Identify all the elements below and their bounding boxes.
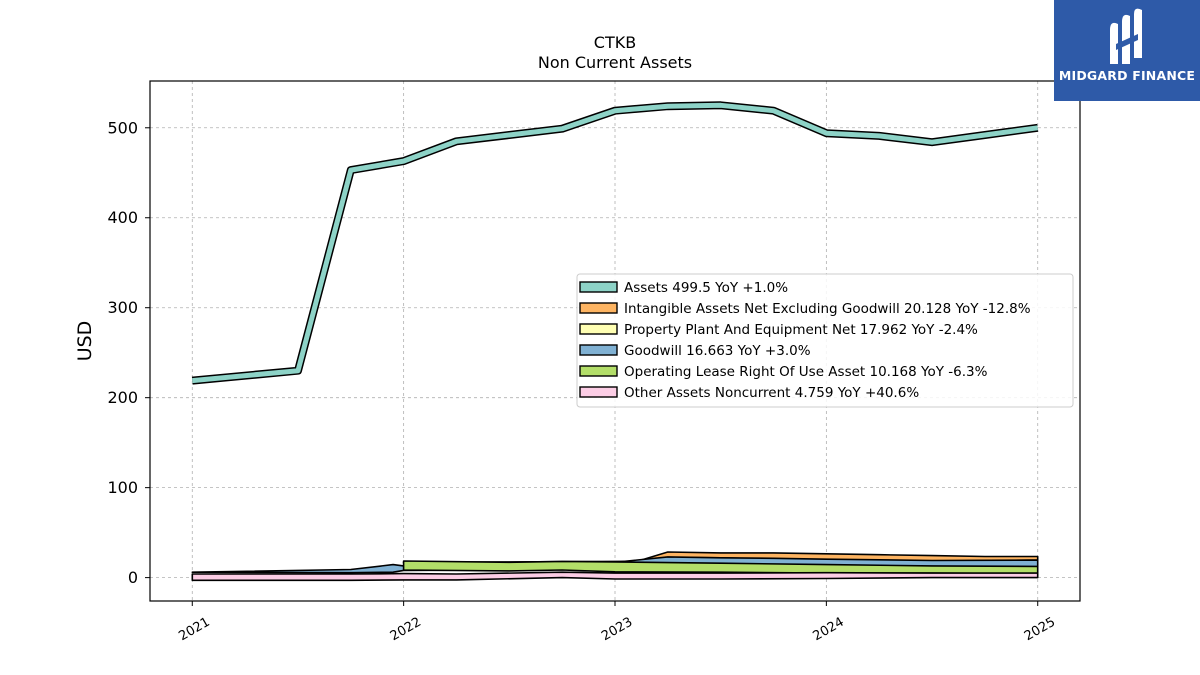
series-line [192,102,1039,384]
x-tick-label: 2025 [1022,615,1058,645]
x-tick-label: 2022 [388,615,424,645]
logo-mark-icon [1110,8,1142,64]
legend-swatch [579,302,618,314]
brand-logo: MIDGARD FINANCE [1054,0,1200,101]
x-tick-label: 2021 [176,615,212,645]
legend-entry: Other Assets Noncurrent 4.759 YoY +40.6% [624,385,919,401]
x-tick-label: 2024 [811,615,847,645]
y-tick-label: 0 [128,568,138,587]
legend-swatch [579,365,618,377]
y-tick-label: 400 [107,208,138,227]
series-band [191,571,1039,582]
legend-entry: Goodwill 16.663 YoY +3.0% [624,343,811,359]
series-layer [191,101,1039,582]
x-tick-label: 2023 [599,615,635,645]
legend-swatch [579,281,618,293]
legend-box [576,273,1074,408]
legend-entry: Property Plant And Equipment Net 17.962 … [624,322,978,338]
y-axis: 0 100 200 300 400 500 [107,118,150,587]
y-axis-label: USD [74,321,96,362]
chart-subtitle: Non Current Assets [538,53,692,72]
legend-swatch [579,323,618,335]
legend-entry: Operating Lease Right Of Use Asset 10.16… [624,364,988,380]
x-axis: 2021 2022 2023 2024 2025 [176,601,1058,644]
y-tick-label: 200 [107,388,138,407]
logo-text: MIDGARD FINANCE [1058,68,1196,83]
legend: Assets 499.5 YoY +1.0% Intangible Assets … [576,273,1074,408]
legend-entry: Intangible Assets Net Excluding Goodwill… [624,301,1031,317]
y-tick-label: 300 [107,298,138,317]
y-tick-label: 500 [107,118,138,137]
legend-swatch [579,344,618,356]
legend-entry: Assets 499.5 YoY +1.0% [624,280,788,296]
legend-swatch [579,386,618,398]
y-tick-label: 100 [107,478,138,497]
chart-title: CTKB [594,33,636,52]
